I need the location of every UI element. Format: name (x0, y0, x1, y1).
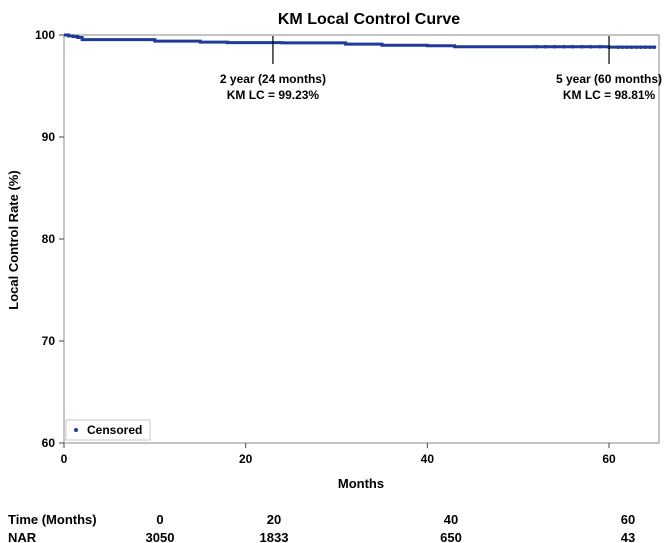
y-tick-label: 70 (42, 334, 56, 348)
y-tick-label: 90 (42, 130, 56, 144)
x-tick-label: 40 (421, 452, 435, 466)
y-axis: 60 70 80 90 100 (35, 28, 64, 450)
nar-count-cell: 650 (440, 530, 462, 543)
censor-mark (639, 45, 643, 49)
censor-mark (589, 44, 593, 49)
series-layer (64, 33, 655, 49)
legend-censored-label: Censored (87, 423, 142, 437)
nar-header: NAR (8, 530, 37, 543)
annotation-value: KM LC = 98.81% (563, 88, 656, 102)
y-axis-label: Local Control Rate (%) (6, 170, 21, 309)
chart-title: KM Local Control Curve (278, 11, 460, 28)
nar-count-cell: 1833 (260, 530, 289, 543)
x-tick-label: 60 (602, 452, 616, 466)
annotation-layer: 2 year (24 months) KM LC = 99.23% 5 year (… (220, 36, 662, 102)
nar-time-cell: 60 (621, 512, 635, 527)
censor-mark (634, 45, 639, 49)
censor-mark (570, 44, 575, 49)
censor-mark (561, 44, 566, 49)
nar-cells: 0 3050 20 1833 40 650 60 43 (146, 512, 636, 543)
annotation-value: KM LC = 99.23% (227, 88, 320, 102)
annotation-label: 5 year (60 months) (556, 72, 662, 86)
censor-mark (598, 44, 602, 49)
x-tick-label: 20 (239, 452, 253, 466)
nar-time-cell: 40 (444, 512, 458, 527)
x-axis-label: Months (338, 476, 384, 491)
legend: Censored (65, 419, 151, 441)
censor-layer (534, 44, 657, 49)
nar-count-cell: 3050 (146, 530, 175, 543)
annotation-label: 2 year (24 months) (220, 72, 326, 86)
censor-mark (579, 44, 584, 49)
censor-mark (552, 44, 557, 49)
x-axis: 0 20 40 60 (61, 443, 616, 466)
censor-mark (620, 45, 625, 49)
censor-mark (643, 45, 648, 49)
y-tick-label: 100 (35, 28, 55, 42)
x-tick-label: 0 (61, 452, 68, 466)
nar-time-cell: 20 (267, 512, 281, 527)
nar-count-cell: 43 (621, 530, 635, 543)
nar-table: Time (Months) NAR 0 3050 20 1833 40 650 60 43 (8, 512, 635, 543)
censor-mark (629, 45, 634, 49)
y-tick-label: 60 (42, 436, 56, 450)
censor-mark (625, 45, 630, 49)
censor-mark (616, 45, 620, 49)
legend-box (65, 419, 151, 441)
legend-censored-marker (74, 428, 78, 432)
nar-time-header: Time (Months) (8, 512, 97, 527)
censor-mark (648, 45, 652, 49)
nar-time-cell: 0 (156, 512, 163, 527)
y-tick-label: 80 (42, 232, 56, 246)
km-step-line (64, 33, 655, 49)
censor-mark (652, 45, 657, 49)
censor-mark (534, 44, 539, 49)
censor-mark (543, 44, 548, 49)
